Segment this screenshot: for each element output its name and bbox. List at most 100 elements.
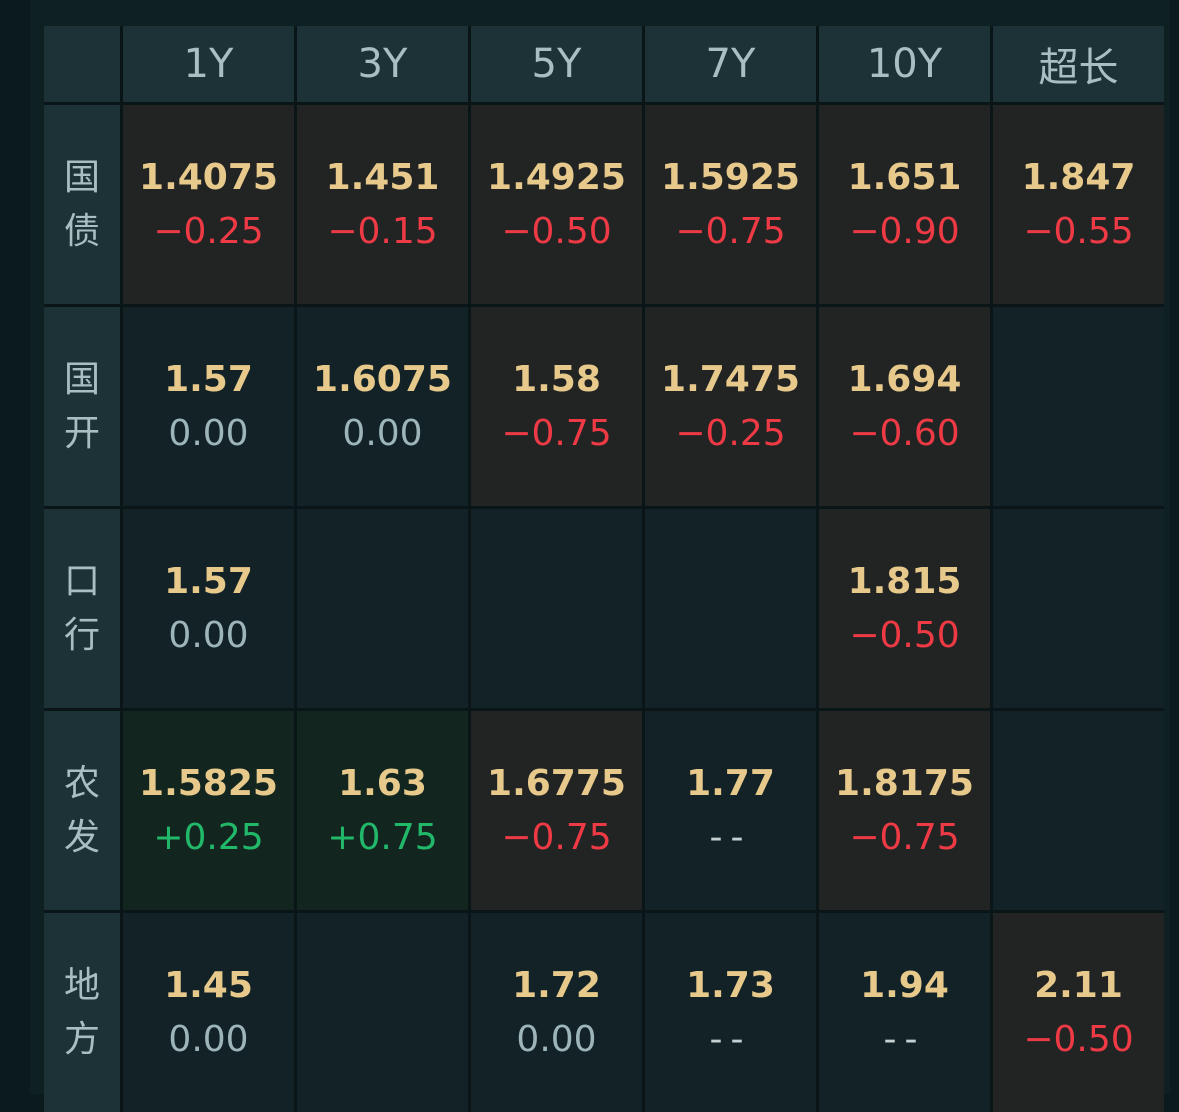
yield-cell-adbc-3y[interactable]: 1.63 +0.75 — [297, 711, 468, 910]
yield-cell-local-5y[interactable]: 1.72 0.00 — [471, 913, 642, 1112]
yield-value: 1.651 — [847, 156, 962, 198]
column-header-5y[interactable]: 5Y — [471, 26, 642, 102]
yield-cell-exim-7y — [645, 509, 816, 708]
row-label-char: 地 — [63, 964, 100, 1006]
change-value: 0.00 — [168, 614, 249, 656]
change-value: −0.90 — [849, 210, 960, 252]
yield-value: 1.57 — [164, 560, 253, 602]
row-label-cdb[interactable]: 国开 — [44, 307, 120, 506]
yield-value: 1.5925 — [661, 156, 800, 198]
row-label-char: 方 — [63, 1018, 100, 1060]
change-value: −0.75 — [501, 412, 612, 454]
yield-value: 1.4075 — [139, 156, 278, 198]
yield-matrix: 1Y 3Y 5Y 7Y 10Y 超长 国债 1.4075 −0.25 1.451 −0.… — [44, 26, 1164, 1112]
yield-cell-local-7y[interactable]: 1.73 -- — [645, 913, 816, 1112]
change-value: −0.25 — [153, 210, 264, 252]
yield-cell-govt-10y[interactable]: 1.651 −0.90 — [819, 105, 990, 304]
row-label-char: 发 — [63, 816, 100, 858]
change-value: 0.00 — [516, 1018, 597, 1060]
yield-value: 1.4925 — [487, 156, 626, 198]
row-label-exim[interactable]: 口行 — [44, 509, 120, 708]
change-value: −0.75 — [675, 210, 786, 252]
yield-cell-local-10y[interactable]: 1.94 -- — [819, 913, 990, 1112]
yield-cell-cdb-10y[interactable]: 1.694 −0.60 — [819, 307, 990, 506]
yield-cell-govt-5y[interactable]: 1.4925 −0.50 — [471, 105, 642, 304]
change-value: −0.25 — [675, 412, 786, 454]
yield-cell-adbc-10y[interactable]: 1.8175 −0.75 — [819, 711, 990, 910]
yield-cell-adbc-1y[interactable]: 1.5825 +0.25 — [123, 711, 294, 910]
change-value: −0.50 — [501, 210, 612, 252]
yield-cell-local-ultra-long[interactable]: 2.11 −0.50 — [993, 913, 1164, 1112]
change-value: 0.00 — [168, 1018, 249, 1060]
row-label-char: 债 — [63, 210, 100, 252]
row-label-char: 国 — [63, 156, 100, 198]
yield-value: 1.94 — [860, 964, 949, 1006]
yield-cell-adbc-7y[interactable]: 1.77 -- — [645, 711, 816, 910]
yield-value: 1.5825 — [139, 762, 278, 804]
column-header-ultra-long[interactable]: 超长 — [993, 26, 1164, 102]
change-value: −0.15 — [327, 210, 438, 252]
yield-value: 2.11 — [1034, 964, 1123, 1006]
yield-cell-exim-5y — [471, 509, 642, 708]
change-value: -- — [709, 816, 752, 858]
yield-value: 1.815 — [847, 560, 962, 602]
column-header-10y[interactable]: 10Y — [819, 26, 990, 102]
yield-value: 1.451 — [325, 156, 440, 198]
yield-cell-govt-7y[interactable]: 1.5925 −0.75 — [645, 105, 816, 304]
row-label-adbc[interactable]: 农发 — [44, 711, 120, 910]
change-value: -- — [883, 1018, 926, 1060]
yield-cell-govt-3y[interactable]: 1.451 −0.15 — [297, 105, 468, 304]
change-value: 0.00 — [342, 412, 423, 454]
yield-cell-cdb-3y[interactable]: 1.6075 0.00 — [297, 307, 468, 506]
yield-value: 1.57 — [164, 358, 253, 400]
yield-cell-adbc-ultra-long — [993, 711, 1164, 910]
yield-cell-local-1y[interactable]: 1.45 0.00 — [123, 913, 294, 1112]
yield-value: 1.6075 — [313, 358, 452, 400]
row-label-char: 口 — [63, 560, 100, 602]
change-value: −0.50 — [1023, 1018, 1134, 1060]
change-value: +0.75 — [327, 816, 438, 858]
change-value: +0.25 — [153, 816, 264, 858]
yield-cell-local-3y — [297, 913, 468, 1112]
yield-value: 1.847 — [1021, 156, 1136, 198]
row-label-char: 开 — [63, 412, 100, 454]
yield-value: 1.45 — [164, 964, 253, 1006]
yield-cell-exim-10y[interactable]: 1.815 −0.50 — [819, 509, 990, 708]
change-value: −0.55 — [1023, 210, 1134, 252]
row-label-char: 行 — [63, 614, 100, 656]
row-label-local[interactable]: 地方 — [44, 913, 120, 1112]
row-label-govt[interactable]: 国债 — [44, 105, 120, 304]
yield-value: 1.58 — [512, 358, 601, 400]
row-label-char: 农 — [63, 762, 100, 804]
column-header-7y[interactable]: 7Y — [645, 26, 816, 102]
corner-cell — [44, 26, 120, 102]
change-value: −0.50 — [849, 614, 960, 656]
yield-cell-govt-1y[interactable]: 1.4075 −0.25 — [123, 105, 294, 304]
yield-value: 1.77 — [686, 762, 775, 804]
change-value: −0.75 — [501, 816, 612, 858]
row-label-char: 国 — [63, 358, 100, 400]
yield-value: 1.7475 — [661, 358, 800, 400]
change-value: 0.00 — [168, 412, 249, 454]
yield-cell-govt-ultra-long[interactable]: 1.847 −0.55 — [993, 105, 1164, 304]
change-value: −0.60 — [849, 412, 960, 454]
yield-value: 1.72 — [512, 964, 601, 1006]
yield-cell-exim-1y[interactable]: 1.57 0.00 — [123, 509, 294, 708]
column-header-3y[interactable]: 3Y — [297, 26, 468, 102]
yield-cell-cdb-ultra-long — [993, 307, 1164, 506]
yield-value: 1.8175 — [835, 762, 974, 804]
yield-value: 1.694 — [847, 358, 962, 400]
yield-cell-cdb-7y[interactable]: 1.7475 −0.25 — [645, 307, 816, 506]
yield-value: 1.63 — [338, 762, 427, 804]
yield-cell-cdb-5y[interactable]: 1.58 −0.75 — [471, 307, 642, 506]
yield-value: 1.73 — [686, 964, 775, 1006]
yield-cell-exim-ultra-long — [993, 509, 1164, 708]
change-value: -- — [709, 1018, 752, 1060]
change-value: −0.75 — [849, 816, 960, 858]
yield-cell-cdb-1y[interactable]: 1.57 0.00 — [123, 307, 294, 506]
column-header-1y[interactable]: 1Y — [123, 26, 294, 102]
yield-cell-adbc-5y[interactable]: 1.6775 −0.75 — [471, 711, 642, 910]
yield-value: 1.6775 — [487, 762, 626, 804]
yield-cell-exim-3y — [297, 509, 468, 708]
